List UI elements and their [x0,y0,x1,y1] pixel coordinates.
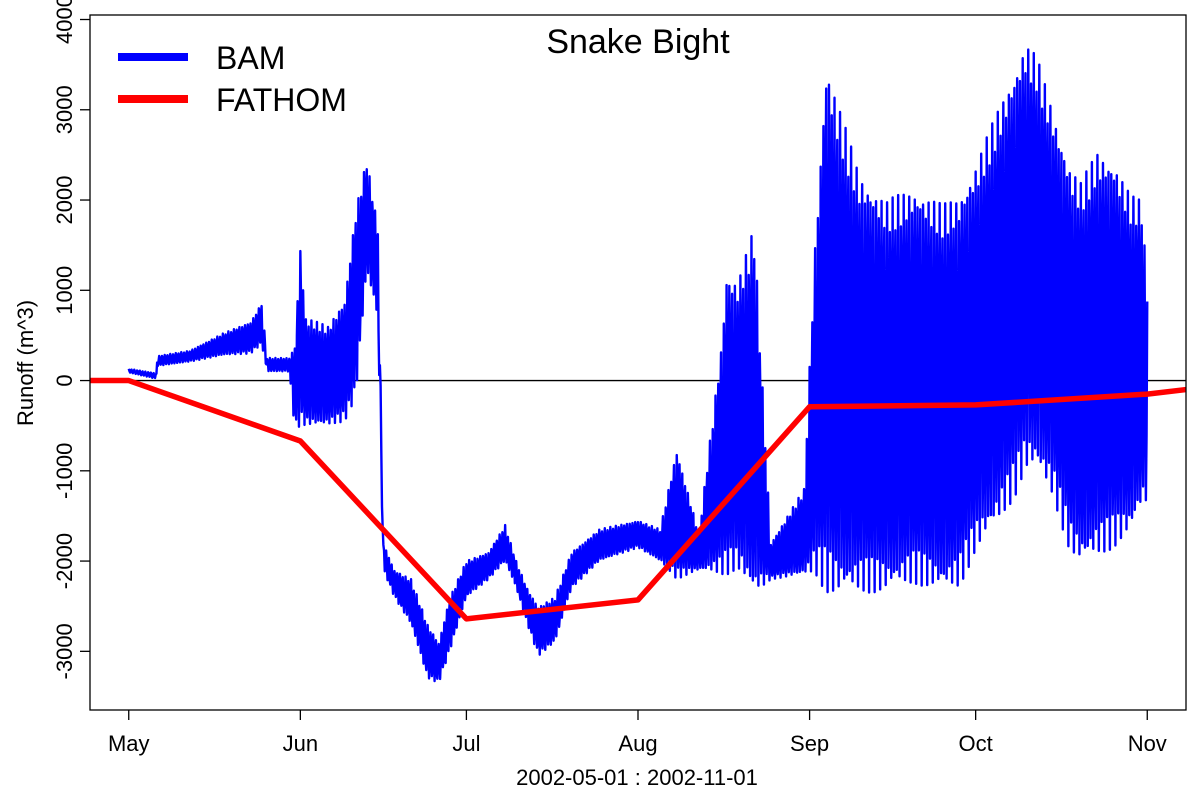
legend-label-bam: BAM [216,40,285,76]
x-tick-label: Nov [1128,731,1167,756]
chart-title: Snake Bight [546,23,730,61]
series-line-bam [127,48,1149,683]
x-tick-label: Oct [959,731,993,756]
x-tick-label: Sep [790,731,829,756]
x-axis-label: 2002-05-01 : 2002-11-01 [516,765,758,790]
y-axis-label: Runoff (m^3) [13,300,38,426]
y-tick-label: 2000 [52,176,77,225]
axes-layer: May Jun Jul Aug Sep Oct Nov -3000 -2000 -1000 0 100… [52,0,1167,756]
y-tick-label: 0 [52,374,77,386]
x-tick-label: Jun [283,731,318,756]
series-line-fathom [90,377,1187,622]
x-tick-label: May [108,731,150,756]
y-tick-label: -1000 [52,443,77,499]
plot-layer [90,48,1187,683]
y-tick-label: -2000 [52,533,77,589]
y-tick-label: 3000 [52,85,77,134]
y-tick-label: -3000 [52,623,77,679]
y-tick-label: 1000 [52,266,77,315]
x-tick-label: Aug [618,731,657,756]
y-tick-label: 4000 [52,0,77,44]
x-tick-label: Jul [452,731,480,756]
legend-label-fathom: FATHOM [216,82,347,118]
legend: BAM FATHOM [118,40,347,118]
